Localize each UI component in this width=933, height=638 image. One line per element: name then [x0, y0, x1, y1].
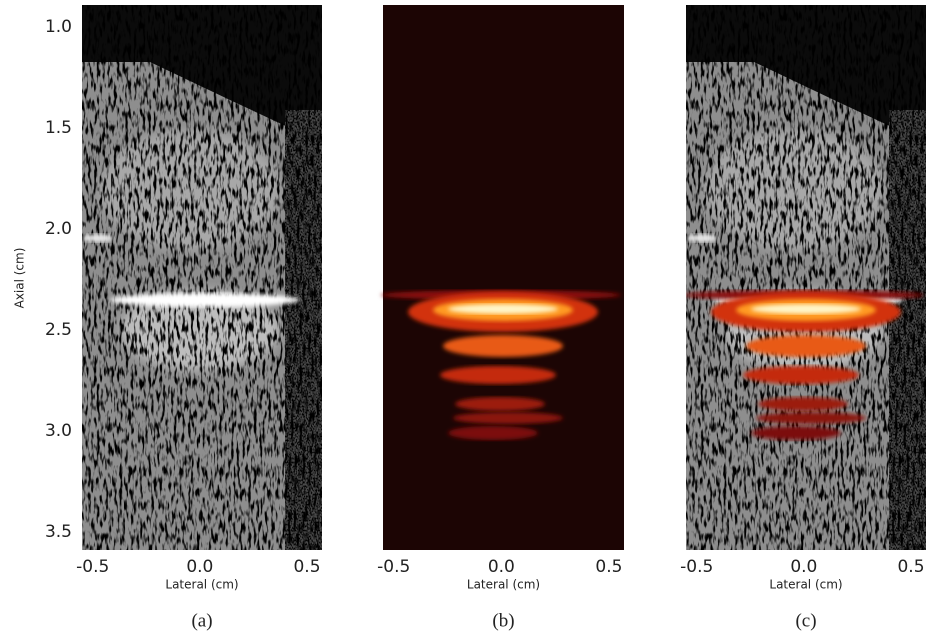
- x-tick-label: 0.0: [488, 557, 515, 577]
- y-tick-label: 2.5: [45, 320, 72, 340]
- x-tick-label: -0.5: [377, 557, 410, 577]
- panel-b-image: [381, 5, 624, 550]
- panel-caption: (b): [492, 610, 514, 631]
- x-axis-label: Lateral (cm): [467, 578, 540, 592]
- panel-a-image: [82, 5, 322, 550]
- x-tick-label: 0.0: [186, 557, 213, 577]
- x-axis-label: Lateral (cm): [769, 578, 842, 592]
- panel-c-image: [684, 5, 926, 550]
- panel-caption: (c): [795, 610, 816, 631]
- x-tick-label: -0.5: [680, 557, 713, 577]
- x-tick-label: 0.5: [595, 557, 622, 577]
- x-tick-label: 0.0: [790, 557, 817, 577]
- panel-caption: (a): [191, 610, 212, 631]
- y-tick-label: 2.0: [45, 219, 72, 239]
- x-tick-label: 0.5: [293, 557, 320, 577]
- x-tick-label: 0.5: [897, 557, 924, 577]
- x-tick-label: -0.5: [76, 557, 109, 577]
- x-axis-label: Lateral (cm): [165, 578, 238, 592]
- y-tick-label: 1.5: [45, 118, 72, 138]
- y-axis-label: Axial (cm): [13, 248, 27, 309]
- y-tick-label: 3.5: [45, 522, 72, 542]
- y-tick-label: 1.0: [45, 17, 72, 37]
- y-tick-label: 3.0: [45, 421, 72, 441]
